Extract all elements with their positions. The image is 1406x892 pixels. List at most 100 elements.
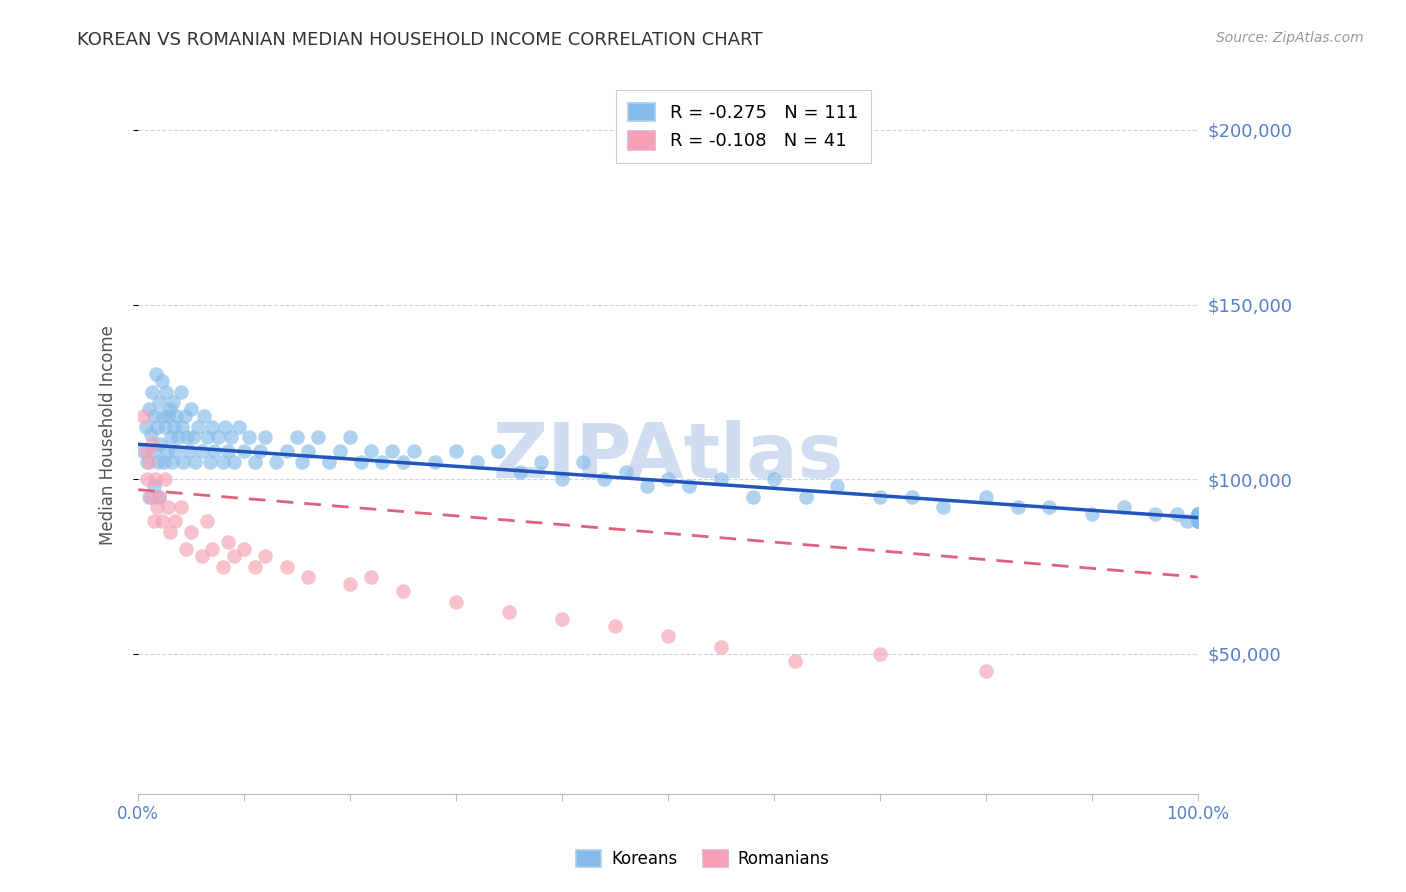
Point — [297, 444, 319, 458]
Point — [184, 455, 207, 469]
Point — [572, 455, 595, 469]
Point — [201, 420, 224, 434]
Point — [307, 430, 329, 444]
Point — [1187, 514, 1209, 528]
Point — [217, 535, 239, 549]
Point — [143, 472, 166, 486]
Point — [276, 444, 298, 458]
Point — [191, 549, 214, 563]
Point — [233, 542, 256, 557]
Point — [1007, 500, 1029, 515]
Point — [932, 500, 955, 515]
Point — [710, 472, 733, 486]
Point — [132, 409, 155, 424]
Point — [138, 402, 160, 417]
Point — [291, 455, 314, 469]
Point — [138, 490, 160, 504]
Point — [243, 559, 266, 574]
Point — [148, 490, 170, 504]
Point — [155, 384, 177, 399]
Point — [165, 444, 187, 458]
Point — [153, 472, 176, 486]
Point — [827, 479, 849, 493]
Point — [254, 549, 277, 563]
Point — [900, 490, 922, 504]
Point — [1187, 514, 1209, 528]
Point — [530, 455, 553, 469]
Point — [264, 455, 287, 469]
Point — [148, 395, 170, 409]
Point — [297, 570, 319, 584]
Point — [339, 430, 361, 444]
Point — [217, 444, 239, 458]
Point — [603, 619, 626, 633]
Point — [1187, 507, 1209, 521]
Point — [328, 444, 350, 458]
Point — [1175, 514, 1198, 528]
Point — [1187, 507, 1209, 521]
Point — [148, 490, 170, 504]
Point — [254, 430, 277, 444]
Point — [794, 490, 817, 504]
Point — [186, 420, 208, 434]
Point — [173, 409, 195, 424]
Point — [152, 409, 174, 424]
Point — [243, 455, 266, 469]
Point — [869, 647, 891, 661]
Point — [135, 444, 157, 458]
Point — [141, 437, 163, 451]
Text: KOREAN VS ROMANIAN MEDIAN HOUSEHOLD INCOME CORRELATION CHART: KOREAN VS ROMANIAN MEDIAN HOUSEHOLD INCO… — [77, 31, 763, 49]
Point — [141, 384, 163, 399]
Point — [135, 455, 157, 469]
Point — [143, 444, 166, 458]
Point — [176, 430, 198, 444]
Point — [169, 500, 191, 515]
Point — [222, 455, 245, 469]
Point — [249, 444, 271, 458]
Point — [657, 472, 679, 486]
Point — [204, 444, 226, 458]
Point — [156, 409, 179, 424]
Point — [148, 455, 170, 469]
Point — [1144, 507, 1167, 521]
Point — [551, 612, 574, 626]
Point — [152, 455, 174, 469]
Point — [143, 479, 166, 493]
Point — [509, 465, 531, 479]
Point — [162, 395, 184, 409]
Point — [165, 409, 187, 424]
Point — [402, 444, 425, 458]
Point — [974, 665, 997, 679]
Point — [444, 444, 467, 458]
Point — [1187, 514, 1209, 528]
Point — [238, 430, 260, 444]
Point — [159, 402, 181, 417]
Point — [1166, 507, 1188, 521]
Point — [614, 465, 637, 479]
Point — [371, 455, 394, 469]
Point — [172, 455, 194, 469]
Point — [1038, 500, 1060, 515]
Point — [392, 455, 415, 469]
Point — [233, 444, 256, 458]
Point — [201, 542, 224, 557]
Point — [350, 455, 373, 469]
Point — [498, 605, 520, 619]
Point — [177, 444, 200, 458]
Point — [318, 455, 340, 469]
Point — [276, 559, 298, 574]
Point — [143, 514, 166, 528]
Point — [228, 420, 250, 434]
Point — [135, 472, 157, 486]
Point — [191, 444, 214, 458]
Point — [160, 455, 183, 469]
Point — [657, 630, 679, 644]
Point — [143, 409, 166, 424]
Point — [138, 455, 160, 469]
Point — [212, 455, 235, 469]
Point — [180, 402, 202, 417]
Point — [156, 500, 179, 515]
Point — [465, 455, 488, 469]
Point — [636, 479, 658, 493]
Point — [1081, 507, 1104, 521]
